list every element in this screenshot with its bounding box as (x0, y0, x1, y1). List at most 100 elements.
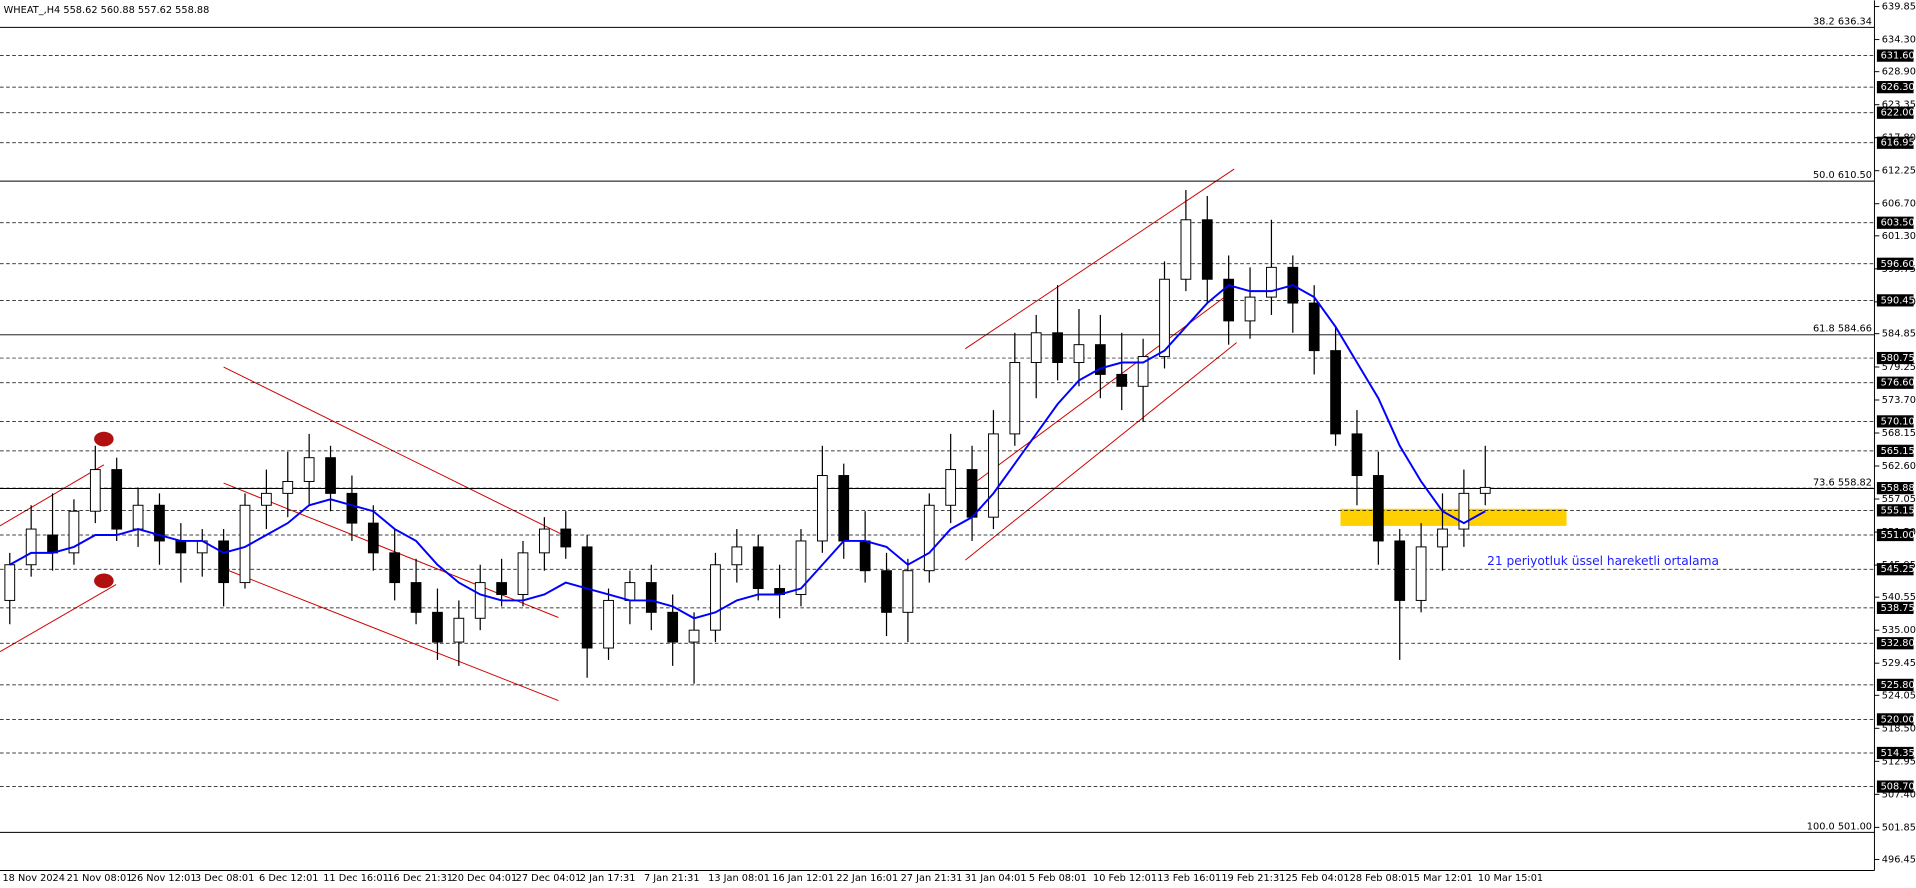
x-tick-label: 3 Dec 08:01 (195, 873, 254, 884)
level-label: 538.75 (1881, 603, 1915, 614)
y-tick-label: 584.85 (1882, 329, 1916, 340)
level-label: 558.88 (1881, 483, 1915, 494)
level-label-box (1876, 678, 1914, 692)
level-label: 570.10 (1881, 416, 1915, 427)
candle-body (1479, 486, 1491, 494)
y-tick-label: 557.05 (1882, 494, 1916, 505)
candle-body (432, 611, 443, 643)
level-label: 590.45 (1881, 295, 1915, 306)
level-label-box (1876, 106, 1914, 119)
trend-line (223, 568, 559, 702)
x-tick-label: 27 Dec 04:01 (516, 873, 582, 884)
level-label: 551.00 (1881, 530, 1915, 541)
candle-body (303, 457, 315, 482)
x-tick-label: 16 Jan 12:01 (772, 873, 834, 884)
level-label: 580.75 (1881, 353, 1915, 364)
level-label-box (1876, 482, 1914, 495)
candle-body (1137, 356, 1149, 387)
level-label: 631.60 (1881, 51, 1915, 62)
trend-line (965, 168, 1235, 350)
candle-body (667, 611, 679, 643)
candle-body (538, 528, 550, 554)
candle-body (645, 582, 657, 613)
level-label-box (1876, 376, 1914, 389)
candle-body (261, 492, 272, 506)
y-tick-label: 562.60 (1882, 461, 1916, 472)
level-label-box (1876, 444, 1914, 457)
marker (94, 431, 114, 447)
x-tick-label: 10 Mar 15:01 (1478, 873, 1543, 884)
level-label-box (1876, 563, 1914, 576)
candle-body (1308, 302, 1320, 352)
candle-body (325, 457, 336, 494)
candle-body (47, 534, 58, 554)
candle-body (1330, 350, 1341, 435)
level-label: 545.25 (1881, 564, 1915, 575)
y-tick-label: 573.70 (1882, 395, 1916, 406)
candle-body (838, 475, 850, 542)
y-tick-label: 601.30 (1882, 231, 1916, 242)
x-tick-label: 13 Feb 16:01 (1157, 873, 1221, 884)
x-tick-label: 20 Dec 04:01 (452, 873, 518, 884)
candle-body (624, 582, 636, 601)
level-label: 508.70 (1881, 782, 1915, 793)
candle-body (1052, 332, 1063, 364)
chart-title: WHEAT_,H4 558.62 560.88 557.62 558.88 (4, 5, 210, 16)
candle-body (282, 480, 294, 494)
x-tick-label: 18 Nov 2024 (2, 873, 65, 884)
candle-body (89, 469, 101, 512)
candle-body (25, 528, 37, 566)
level-label: 622.00 (1881, 108, 1915, 119)
x-tick-label: 5 Mar 12:01 (1414, 873, 1473, 884)
y-tick-label: 623.35 (1882, 100, 1916, 111)
level-label: 603.50 (1881, 218, 1915, 229)
level-label-box (1876, 294, 1914, 307)
x-tick-label: 28 Feb 08:01 (1350, 873, 1414, 884)
y-tick-label: 540.55 (1882, 592, 1916, 603)
trend-line (223, 482, 559, 618)
y-tick-label: 507.40 (1882, 789, 1916, 800)
candle-body (859, 540, 871, 572)
x-tick-label: 11 Dec 16:01 (323, 873, 389, 884)
candle-body (453, 617, 465, 643)
level-label-box (1876, 713, 1914, 726)
candle-body (731, 546, 743, 566)
level-label: 596.60 (1881, 259, 1915, 270)
level-label: 525.80 (1881, 680, 1915, 691)
y-tick-label: 568.15 (1882, 428, 1916, 439)
candle-body (1415, 546, 1427, 601)
x-tick-label: 6 Dec 12:01 (259, 873, 318, 884)
y-tick-label: 496.45 (1882, 854, 1916, 865)
fib-label: 61.8 584.66 (1813, 324, 1872, 335)
level-label-box (1876, 81, 1914, 94)
candle-body (474, 582, 486, 619)
x-tick-label: 22 Jan 16:01 (836, 873, 898, 884)
x-tick-label: 7 Jan 21:31 (644, 873, 700, 884)
candle-body (346, 492, 358, 524)
trend-line (0, 584, 117, 653)
y-tick-label: 529.45 (1882, 658, 1916, 669)
ema-line (9, 284, 1486, 620)
y-tick-label: 606.70 (1882, 199, 1916, 210)
y-tick-label: 628.90 (1882, 67, 1916, 78)
level-label: 565.15 (1881, 446, 1915, 457)
x-tick-label: 5 Feb 08:01 (1029, 873, 1087, 884)
x-tick-label: 26 Nov 12:01 (131, 873, 197, 884)
level-label-box (1876, 528, 1914, 542)
y-tick-label: 634.30 (1882, 35, 1916, 46)
level-label: 616.95 (1881, 138, 1915, 149)
y-tick-label: 501.85 (1882, 822, 1916, 833)
y-tick-label: 612.25 (1882, 166, 1916, 177)
candle-body (1351, 433, 1363, 477)
level-label-box (1876, 216, 1914, 229)
candle-body (945, 469, 957, 506)
candle-body (902, 570, 914, 613)
candle-body (1223, 278, 1235, 322)
candle-body (1266, 266, 1277, 298)
fib-label: 100.0 501.00 (1807, 821, 1872, 832)
candle-body (1009, 362, 1021, 435)
candle-body (752, 546, 764, 590)
candle-body (688, 629, 700, 643)
